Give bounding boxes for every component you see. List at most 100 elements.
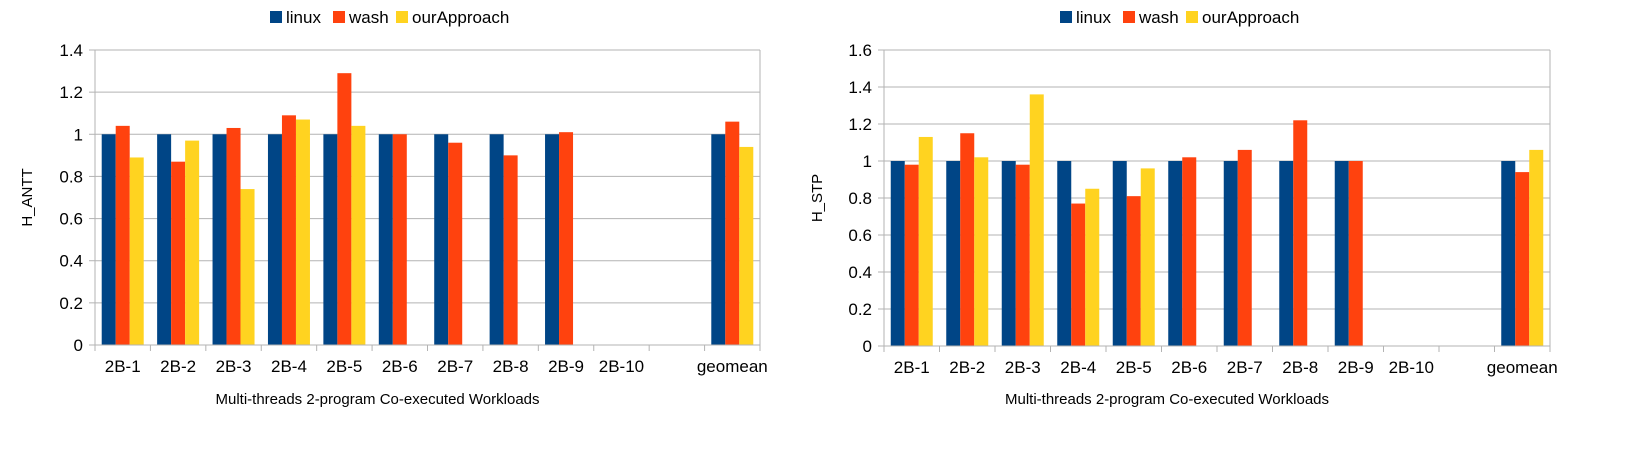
x-tick-label: 2B-9 bbox=[548, 357, 584, 376]
x-tick-label: 2B-10 bbox=[1389, 358, 1434, 377]
bar-linux-2B-9 bbox=[1334, 161, 1349, 346]
bar-linux-2B-3 bbox=[212, 134, 227, 345]
bar-ourApproach-2B-2 bbox=[185, 140, 200, 345]
bar-linux-geomean bbox=[711, 134, 726, 345]
y-tick-label: 1 bbox=[74, 125, 83, 144]
bar-wash-2B-9 bbox=[559, 132, 574, 345]
x-tick-label: 2B-5 bbox=[326, 357, 362, 376]
chart-1: 0 0.2 0.4 0.6 0.8 1 1.2 1.4 2B-1 2B-2 2B-3 2B-4 2B-5… bbox=[19, 8, 768, 408]
bar-linux-2B-7 bbox=[434, 134, 449, 345]
bar-wash-2B-5 bbox=[1126, 196, 1141, 346]
x-axis-title: Multi-threads 2-program Co-executed Work… bbox=[1005, 391, 1329, 408]
bar-linux-2B-8 bbox=[489, 134, 504, 345]
y-tick-label: 1 bbox=[863, 152, 872, 171]
y-tick-label: 1.2 bbox=[848, 115, 872, 134]
bar-linux-2B-9 bbox=[545, 134, 560, 345]
bar-wash-2B-4 bbox=[281, 115, 296, 345]
bar-linux-2B-6 bbox=[1168, 161, 1183, 346]
bar-linux-2B-1 bbox=[101, 134, 116, 345]
bar-ourApproach-2B-5 bbox=[1140, 168, 1155, 346]
bar-wash-2B-6 bbox=[392, 134, 407, 345]
x-tick-label: 2B-6 bbox=[382, 357, 418, 376]
x-tick-label: geomean bbox=[697, 357, 768, 376]
y-tick-label: 0 bbox=[74, 336, 83, 355]
x-tick-label: 2B-2 bbox=[949, 358, 985, 377]
bar-ourApproach-2B-3 bbox=[240, 189, 255, 345]
y-tick-label: 0.2 bbox=[848, 300, 872, 319]
legend-swatch-wash bbox=[333, 11, 345, 23]
bar-wash-2B-7 bbox=[1237, 149, 1252, 346]
bar-linux-geomean bbox=[1501, 161, 1516, 346]
y-tick-label: 1.6 bbox=[848, 41, 872, 60]
legend-label-linux: linux bbox=[286, 8, 321, 27]
legend-swatch-wash bbox=[1123, 11, 1135, 23]
bar-wash-2B-2 bbox=[171, 161, 186, 345]
y-tick-label: 1.2 bbox=[59, 83, 83, 102]
x-tick-label: 2B-4 bbox=[1060, 358, 1096, 377]
y-tick-label: 1.4 bbox=[59, 41, 83, 60]
bar-linux-2B-2 bbox=[157, 134, 172, 345]
y-tick-label: 0.8 bbox=[59, 167, 83, 186]
chart-2: 0 0.2 0.4 0.6 0.8 1 1.2 1.4 1.6 2B-1 2B-2 2B-3 2B-4 2… bbox=[809, 8, 1558, 408]
y-tick-label: 0.6 bbox=[59, 210, 83, 229]
x-tick-label: 2B-8 bbox=[1282, 358, 1318, 377]
y-axis-title: H_STP bbox=[809, 174, 826, 222]
legend-label-wash: wash bbox=[1138, 8, 1179, 27]
bar-linux-2B-5 bbox=[323, 134, 338, 345]
legend-label-ourApproach: ourApproach bbox=[1202, 8, 1299, 27]
bar-wash-2B-3 bbox=[226, 127, 241, 345]
x-tick-label: 2B-3 bbox=[216, 357, 252, 376]
bar-linux-2B-1 bbox=[890, 161, 905, 346]
legend-swatch-ourApproach bbox=[396, 11, 408, 23]
legend-label-ourApproach: ourApproach bbox=[412, 8, 509, 27]
bar-wash-geomean bbox=[725, 121, 740, 346]
x-tick-label: 2B-1 bbox=[105, 357, 141, 376]
bar-wash-2B-1 bbox=[115, 125, 130, 345]
y-tick-label: 0.4 bbox=[848, 263, 872, 282]
legend-label-wash: wash bbox=[348, 8, 389, 27]
x-axis-title: Multi-threads 2-program Co-executed Work… bbox=[215, 391, 539, 408]
x-tick-label: 2B-3 bbox=[1005, 358, 1041, 377]
legend-swatch-linux bbox=[270, 11, 282, 23]
bar-ourApproach-geomean bbox=[739, 146, 754, 345]
x-tick-label: 2B-9 bbox=[1338, 358, 1374, 377]
x-tick-label: 2B-8 bbox=[493, 357, 529, 376]
x-tick-label: 2B-4 bbox=[271, 357, 307, 376]
bar-ourApproach-2B-5 bbox=[351, 125, 366, 345]
bar-linux-2B-5 bbox=[1112, 161, 1127, 346]
bar-ourApproach-2B-4 bbox=[1085, 188, 1100, 346]
bar-wash-2B-2 bbox=[960, 133, 975, 346]
y-axis-title: H_ANTT bbox=[19, 168, 36, 226]
x-tick-label: 2B-7 bbox=[1227, 358, 1263, 377]
x-tick-label: geomean bbox=[1487, 358, 1558, 377]
y-tick-label: 0.6 bbox=[848, 226, 872, 245]
bar-wash-2B-4 bbox=[1071, 203, 1086, 346]
bar-wash-geomean bbox=[1515, 172, 1530, 346]
x-tick-label: 2B-5 bbox=[1116, 358, 1152, 377]
bar-ourApproach-2B-2 bbox=[974, 157, 989, 346]
legend-swatch-ourApproach bbox=[1186, 11, 1198, 23]
y-tick-label: 1.4 bbox=[848, 78, 872, 97]
bar-wash-2B-5 bbox=[337, 73, 352, 345]
x-tick-label: 2B-2 bbox=[160, 357, 196, 376]
bar-linux-2B-8 bbox=[1279, 161, 1294, 346]
y-tick-label: 0.2 bbox=[59, 294, 83, 313]
x-tick-label: 2B-6 bbox=[1171, 358, 1207, 377]
bar-ourApproach-geomean bbox=[1529, 149, 1544, 346]
bar-wash-2B-6 bbox=[1182, 157, 1197, 346]
legend-swatch-linux bbox=[1060, 11, 1072, 23]
bar-ourApproach-2B-3 bbox=[1029, 94, 1044, 347]
bar-wash-2B-3 bbox=[1015, 164, 1030, 346]
bar-linux-2B-2 bbox=[946, 161, 961, 346]
y-tick-label: 0.8 bbox=[848, 189, 872, 208]
bar-ourApproach-2B-4 bbox=[295, 119, 310, 346]
x-tick-label: 2B-1 bbox=[894, 358, 930, 377]
legend: linux wash ourApproach bbox=[1060, 8, 1299, 27]
legend: linux wash ourApproach bbox=[270, 8, 509, 27]
x-tick-label: 2B-7 bbox=[437, 357, 473, 376]
bar-linux-2B-7 bbox=[1223, 161, 1238, 346]
bar-wash-2B-1 bbox=[904, 164, 919, 346]
legend-label-linux: linux bbox=[1076, 8, 1111, 27]
bar-linux-2B-4 bbox=[267, 134, 282, 345]
